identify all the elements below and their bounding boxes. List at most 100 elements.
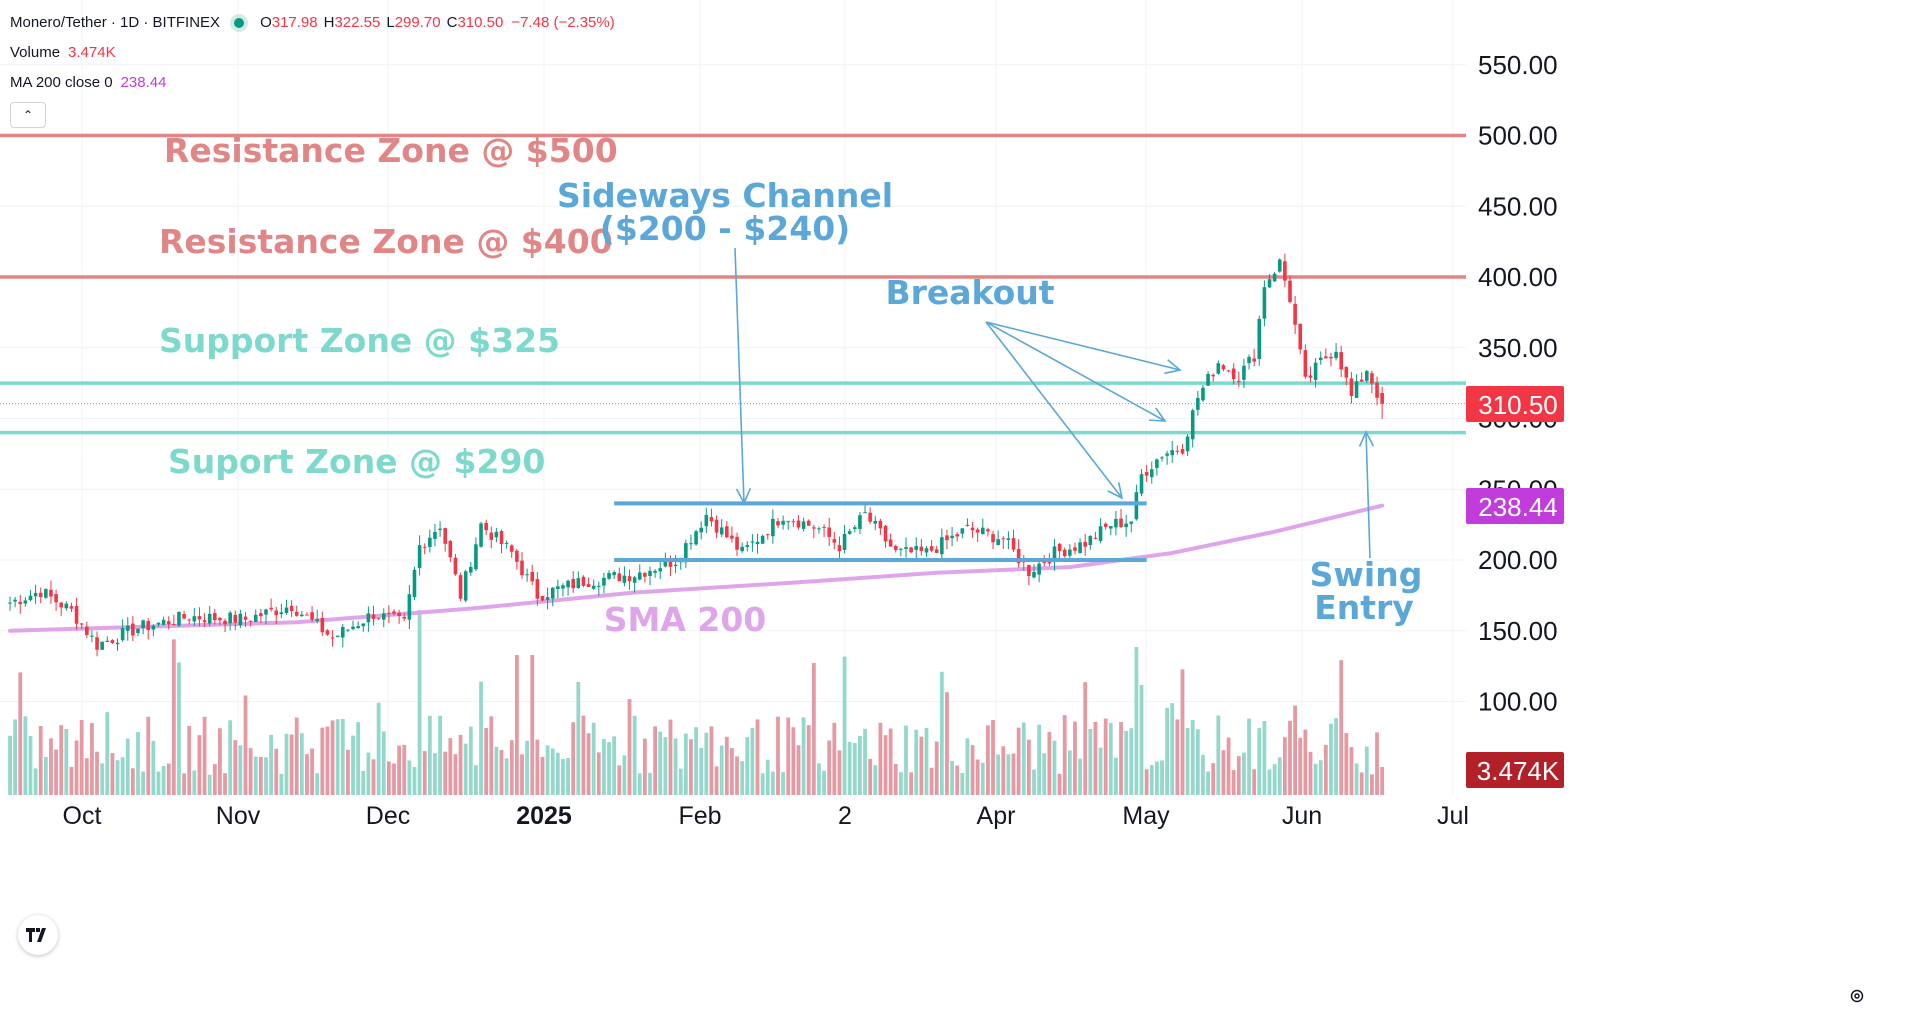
candle-body (776, 521, 780, 526)
volume-bar (520, 754, 524, 795)
candle-body (602, 577, 606, 586)
volume-bar (642, 738, 647, 795)
volume-bar (346, 749, 350, 795)
legend-ma-row[interactable]: MA 200 close 0 238.44 (10, 68, 615, 98)
candle-body (1027, 564, 1031, 577)
volume-bar (1062, 715, 1067, 795)
candle-body (233, 614, 238, 623)
candle-body (1011, 538, 1016, 550)
zone-lines (0, 133, 1466, 435)
candle-body (1313, 362, 1318, 380)
candle-body (556, 586, 560, 589)
volume-bar (561, 759, 565, 795)
candle-body (689, 543, 693, 545)
market-status-icon (234, 18, 245, 28)
candle-body (192, 616, 197, 622)
volume-bar (499, 749, 504, 795)
volume-label: Volume (10, 44, 61, 61)
candle-body (893, 545, 898, 551)
candle-body (822, 527, 826, 529)
candle-body (960, 528, 965, 534)
time-tick-3: 2025 (516, 802, 572, 830)
volume-bar (781, 772, 786, 795)
candle-body (376, 617, 381, 619)
candle-body (632, 577, 637, 583)
volume-bar (1011, 753, 1016, 795)
volume-bar (69, 766, 74, 795)
legend-volume-row[interactable]: Volume 3.474K (10, 38, 615, 68)
last-price-badge-bg (1466, 386, 1564, 422)
volume-bar (1088, 728, 1093, 795)
candle-body (981, 527, 985, 534)
volume-bar (545, 745, 550, 795)
volume-bar (724, 736, 729, 795)
volume-bar (1354, 763, 1359, 795)
volume-bar (806, 725, 811, 795)
volume-bar (699, 747, 704, 795)
settings-gear-icon[interactable] (1846, 985, 1868, 1007)
volume-bar (243, 695, 248, 795)
candle-body (904, 547, 908, 549)
candle-body (1124, 523, 1128, 528)
volume-bar (1349, 747, 1354, 795)
candle-body (453, 557, 458, 575)
volume-bar (207, 774, 212, 795)
candle-body (433, 531, 437, 539)
candle-body (1006, 538, 1011, 540)
candle-body (878, 520, 883, 529)
volume-bar (980, 762, 985, 795)
price-tick-3: 400.00 (1478, 262, 1558, 292)
volume-bar (796, 745, 801, 795)
candle-body (929, 546, 934, 551)
candle-body (1098, 526, 1103, 541)
volume-bar (1139, 685, 1144, 795)
volume-bar (238, 745, 243, 795)
volume-bar (1323, 744, 1328, 795)
volume-bar (602, 739, 606, 795)
legend-collapse-button[interactable]: ⌃ (10, 102, 46, 128)
volume-bar (740, 761, 745, 795)
candle-body (494, 531, 499, 538)
volume-bar (1195, 729, 1200, 795)
tradingview-logo-icon[interactable] (18, 915, 58, 955)
volume-bar (125, 738, 130, 795)
volume-bar (1364, 746, 1369, 795)
candle-body (730, 535, 734, 539)
candle-body (1365, 371, 1369, 381)
volume-bar (1129, 728, 1134, 795)
candle-body (755, 541, 760, 545)
candle-body (1190, 410, 1195, 440)
volume-bar (95, 751, 99, 795)
candle-body (1211, 374, 1215, 377)
volume-bar (146, 716, 151, 795)
volume-bar (192, 770, 197, 795)
price-axis[interactable]: 550.00500.00450.00400.00350.00300.00250.… (1478, 50, 1558, 717)
volume-bar (868, 758, 873, 795)
candle-body (100, 641, 104, 650)
volume-bar (33, 768, 38, 795)
volume-bar (269, 734, 274, 795)
candle-body (970, 527, 975, 531)
time-axis[interactable]: Oct Nov Dec 2025 Feb 2 Apr May Jun Jul (63, 802, 1469, 830)
candle-body (223, 620, 227, 625)
volume-bar (627, 699, 632, 795)
volume-bar (929, 767, 934, 795)
volume-bar (591, 722, 596, 795)
candle-body (248, 620, 253, 622)
volume-bar (182, 773, 186, 795)
candle-body (79, 623, 84, 625)
volume-bar (975, 759, 980, 795)
volume-bar (1175, 719, 1180, 795)
candle-body (1288, 280, 1292, 303)
ohlc-close-label: C (446, 14, 458, 31)
volume-bar (371, 759, 376, 795)
time-tick-6: Apr (977, 802, 1016, 830)
volume-bar (1380, 767, 1385, 795)
candle-body (735, 536, 739, 550)
candle-body (545, 597, 550, 600)
candle-body (300, 614, 304, 617)
ohlc-open-value: 317.98 (271, 14, 318, 31)
